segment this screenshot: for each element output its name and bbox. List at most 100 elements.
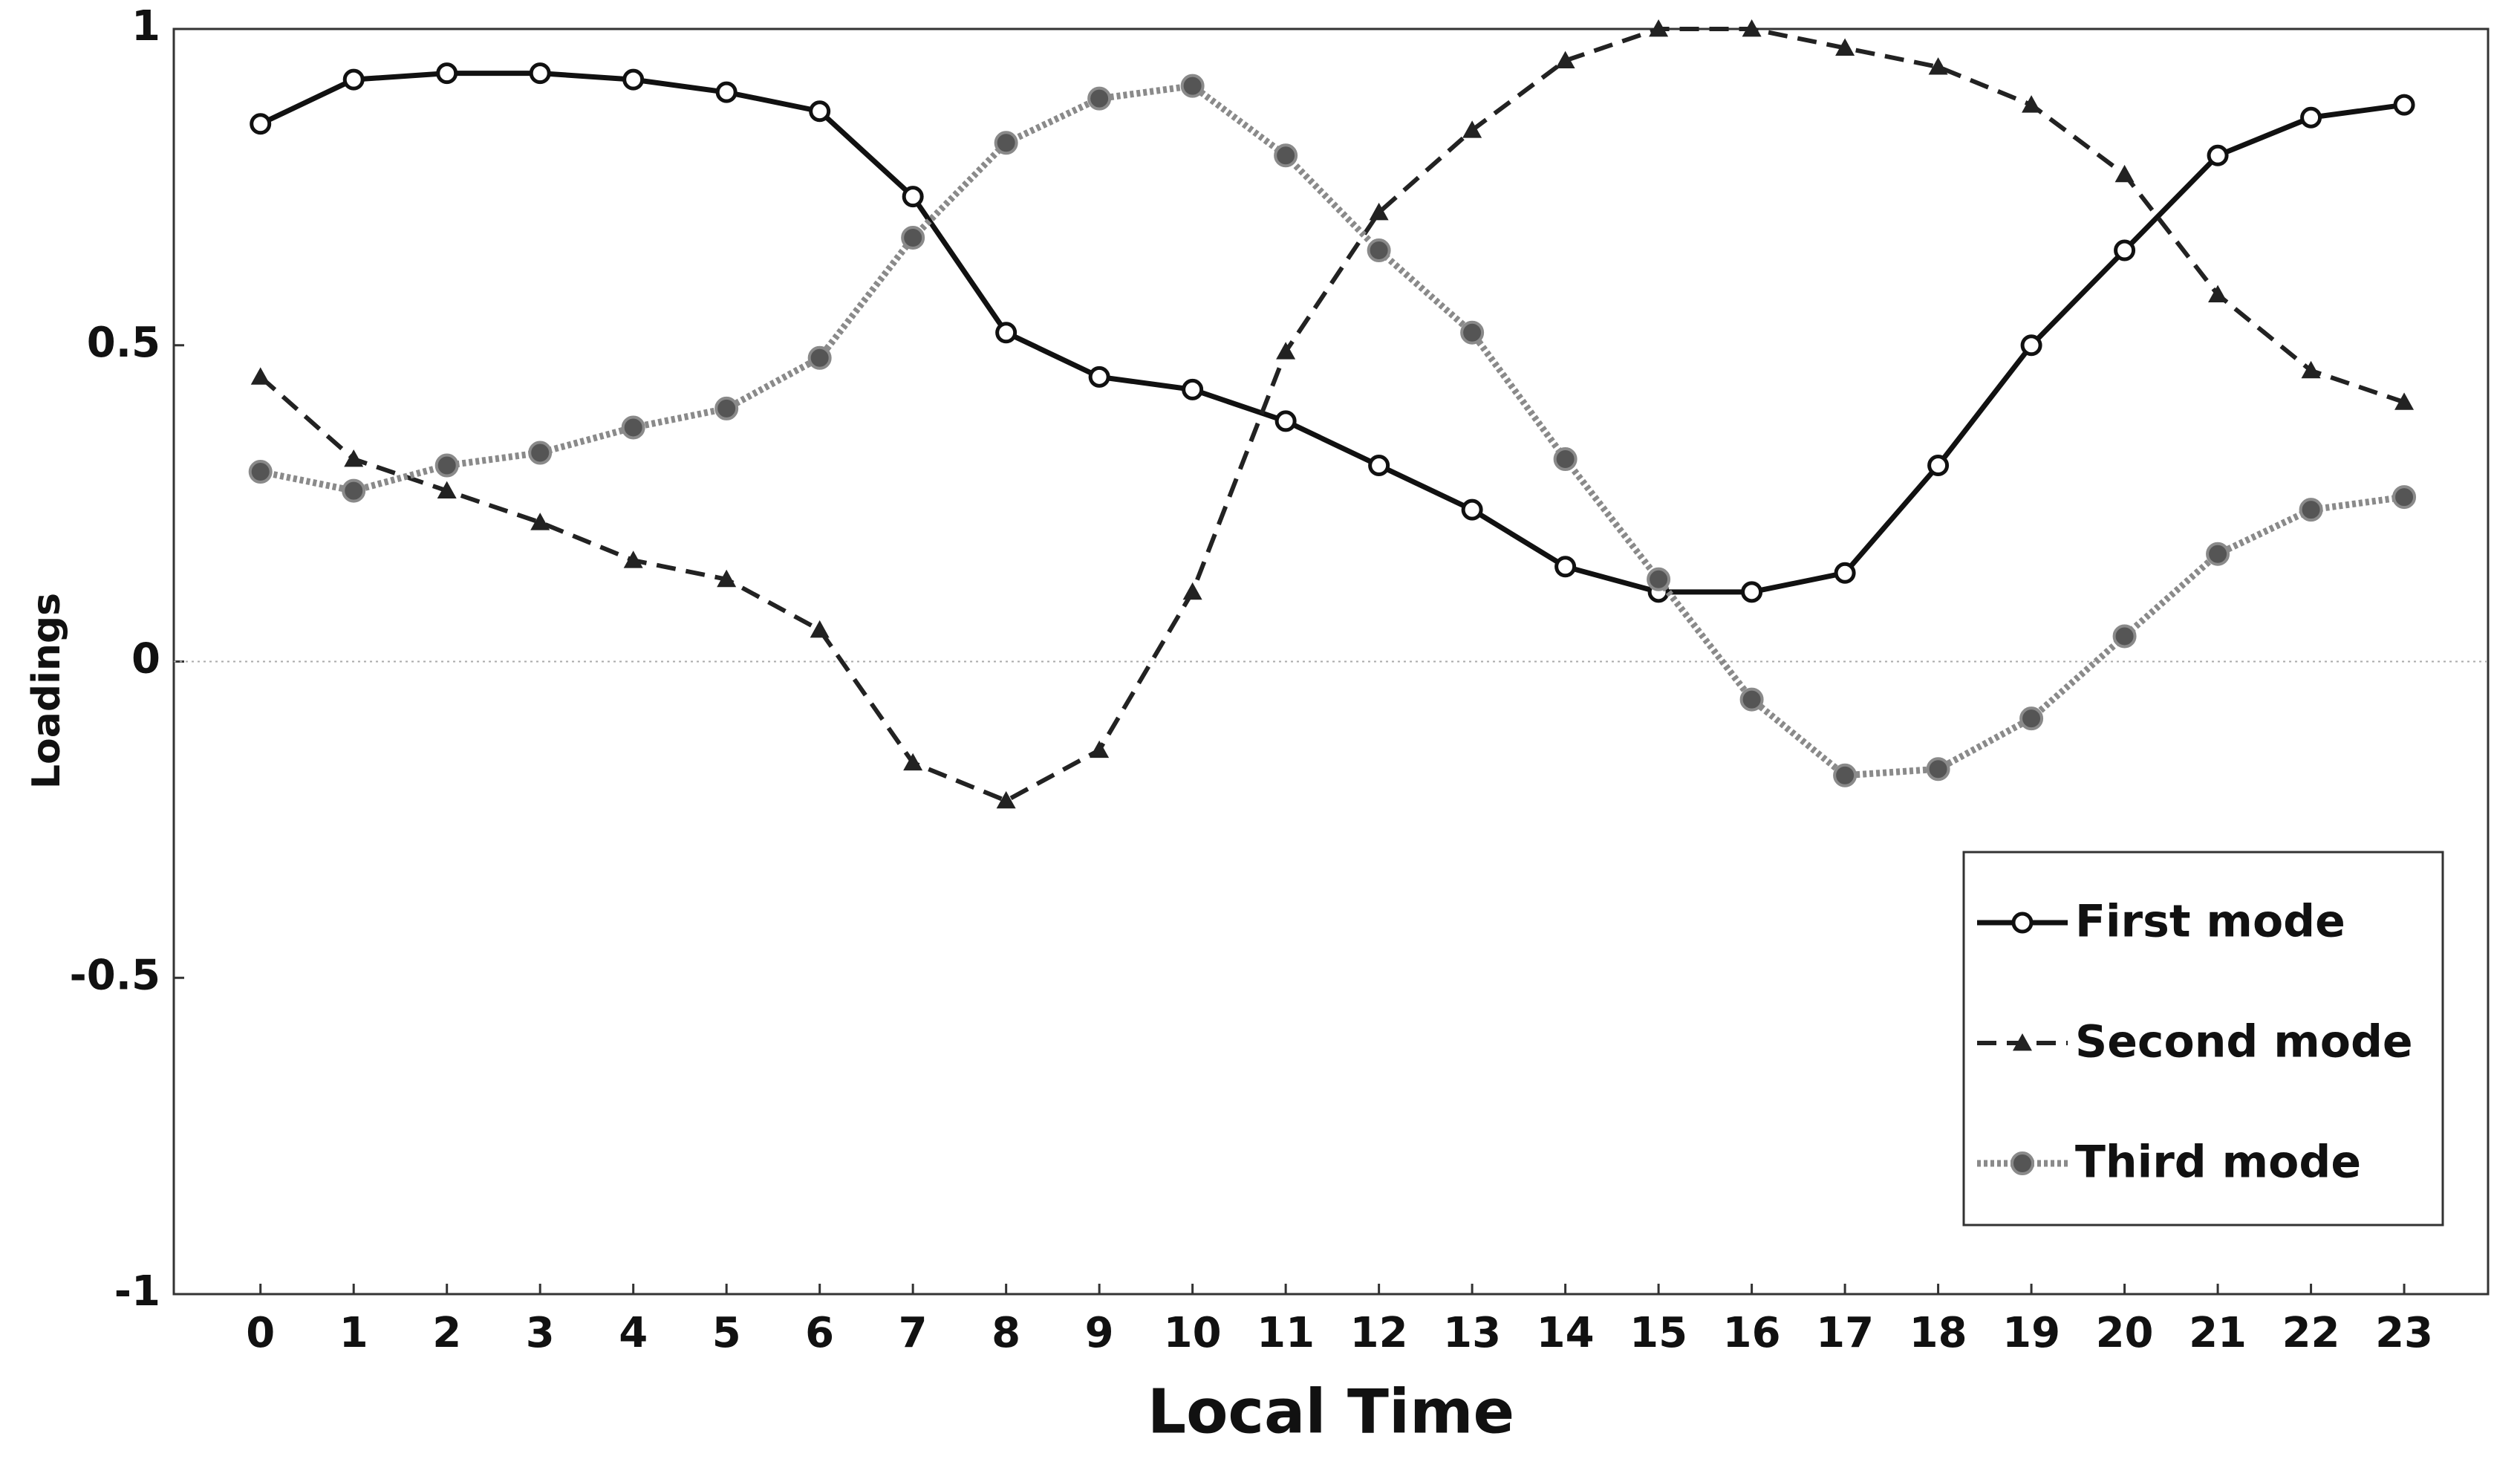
y-tick-label: 1 [131, 2, 160, 51]
x-tick-label: 22 [2282, 1309, 2340, 1357]
marker [2301, 360, 2321, 379]
marker [1182, 378, 1204, 400]
marker [1088, 366, 1110, 388]
legend-marker [2011, 1151, 2034, 1175]
marker [2208, 285, 2228, 303]
y-tick-label: -1 [114, 1267, 160, 1316]
marker [1276, 342, 1296, 360]
marker [2114, 164, 2135, 183]
marker [437, 481, 457, 498]
marker [621, 415, 645, 440]
marker [2019, 706, 2044, 731]
marker [1368, 455, 1390, 477]
marker [342, 478, 366, 503]
x-tick-label: 5 [712, 1309, 741, 1357]
marker [623, 550, 643, 568]
marker [344, 449, 364, 467]
x-tick-label: 10 [1164, 1309, 1222, 1357]
marker [2300, 106, 2322, 129]
x-tick-label: 7 [899, 1309, 928, 1357]
y-tick-label: 0.5 [87, 319, 160, 367]
marker [1369, 202, 1389, 221]
marker [1833, 763, 1858, 787]
x-tick-label: 16 [1723, 1309, 1781, 1357]
marker [529, 62, 551, 85]
marker [1367, 238, 1391, 263]
marker [1274, 410, 1297, 432]
y-axis-label: Loadings [25, 593, 69, 789]
x-tick-label: 9 [1085, 1309, 1114, 1357]
x-tick-label: 6 [805, 1309, 834, 1357]
legend-label: Second mode [2075, 1016, 2413, 1068]
marker [996, 790, 1016, 809]
marker [434, 453, 459, 478]
legend: First mode Second mode Third mode [1962, 851, 2444, 1227]
marker [1835, 38, 1855, 56]
marker [1087, 86, 1112, 111]
marker [715, 81, 738, 103]
marker [1647, 567, 1671, 591]
marker [2207, 144, 2229, 166]
marker [902, 186, 924, 208]
marker [1182, 582, 1202, 600]
marker [528, 441, 553, 465]
marker [714, 396, 739, 420]
x-tick-label: 12 [1350, 1309, 1408, 1357]
marker [1553, 447, 1578, 472]
x-tick-label: 11 [1257, 1309, 1315, 1357]
x-tick-label: 19 [2002, 1309, 2060, 1357]
marker [807, 345, 832, 370]
marker [342, 68, 365, 91]
series-line [259, 71, 2405, 595]
marker [248, 460, 273, 484]
legend-label: Third mode [2075, 1137, 2361, 1189]
marker [1926, 757, 1950, 782]
legend-box [1962, 851, 2444, 1227]
marker [530, 513, 550, 530]
marker [2393, 94, 2415, 116]
marker [2299, 498, 2323, 522]
x-tick-label: 15 [1629, 1309, 1687, 1357]
marker [903, 753, 923, 771]
marker [250, 367, 270, 385]
marker [717, 569, 737, 588]
marker [1928, 57, 1948, 75]
marker [1649, 19, 1669, 37]
marker [2392, 485, 2417, 510]
x-tick-label: 0 [246, 1309, 275, 1357]
marker [1180, 74, 1205, 98]
marker [1460, 320, 1485, 345]
marker [1927, 455, 1950, 477]
marker [250, 113, 272, 135]
marker [2022, 95, 2042, 113]
marker [2206, 542, 2230, 566]
marker [1742, 19, 1762, 37]
x-tick-label: 23 [2375, 1309, 2433, 1357]
legend-marker [2011, 912, 2034, 934]
x-tick-label: 13 [1443, 1309, 1501, 1357]
marker [1090, 740, 1110, 758]
x-tick-label: 2 [432, 1309, 461, 1357]
x-tick-label: 8 [992, 1309, 1020, 1357]
marker [436, 62, 458, 85]
marker [995, 322, 1018, 344]
legend-label: First mode [2075, 896, 2345, 948]
x-tick-label: 21 [2189, 1309, 2247, 1357]
x-tick-label: 1 [339, 1309, 368, 1357]
marker [1739, 687, 1764, 712]
marker [1274, 143, 1298, 168]
marker [1741, 581, 1763, 603]
marker [994, 131, 1018, 155]
marker [901, 225, 925, 250]
marker [1555, 51, 1575, 68]
x-tick-label: 4 [619, 1309, 648, 1357]
marker [1834, 562, 1856, 584]
marker [1462, 120, 1482, 138]
marker [1461, 498, 1483, 521]
marker [622, 68, 645, 91]
x-tick-label: 20 [2096, 1309, 2154, 1357]
marker [2112, 624, 2137, 649]
marker [809, 100, 831, 123]
x-tick-label: 3 [526, 1309, 555, 1357]
